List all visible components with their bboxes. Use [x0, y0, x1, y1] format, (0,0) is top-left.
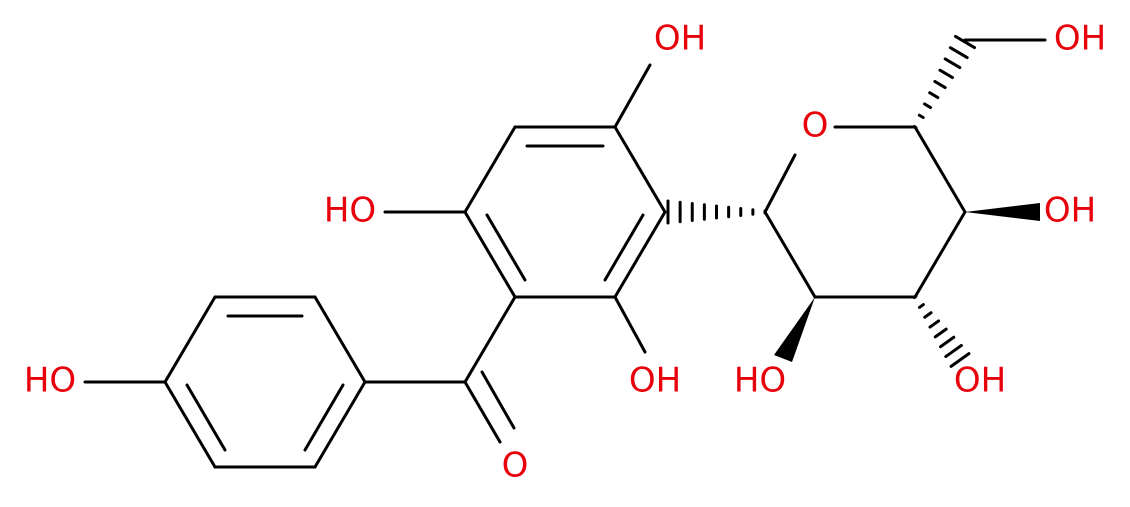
hash-line: [933, 79, 947, 90]
atom-label: HO: [734, 361, 786, 401]
atom-label: OH: [1044, 191, 1096, 231]
hash-line: [954, 34, 976, 50]
hash-line: [948, 46, 969, 60]
hash-line: [922, 102, 933, 110]
atom-labels: OH OH O HO OH HO OH HO OH O: [24, 19, 1106, 486]
hash-line: [943, 57, 962, 70]
atom-label: HO: [24, 361, 76, 401]
hash-line: [933, 327, 948, 339]
hash-line: [917, 303, 925, 309]
hash-line: [949, 352, 971, 368]
hash-line: [912, 294, 918, 300]
bonds: [83, 38, 1047, 469]
hash-line: [912, 124, 918, 130]
atom-label: O: [802, 106, 829, 146]
atom-label: OH: [954, 361, 1006, 401]
atom-label: OH: [1054, 19, 1106, 59]
hash-line: [939, 335, 956, 349]
hash-line: [928, 319, 941, 329]
atom-label: OH: [654, 19, 706, 59]
atom-label: O: [502, 446, 529, 486]
hash-line: [923, 311, 933, 319]
hash-line: [928, 91, 940, 100]
hash-line: [938, 68, 954, 80]
atom-label: HO: [324, 191, 376, 231]
hash-line: [917, 113, 925, 120]
hashed-bonds: [666, 34, 976, 368]
atom-label: OH: [629, 361, 681, 401]
hash-line: [944, 343, 963, 359]
